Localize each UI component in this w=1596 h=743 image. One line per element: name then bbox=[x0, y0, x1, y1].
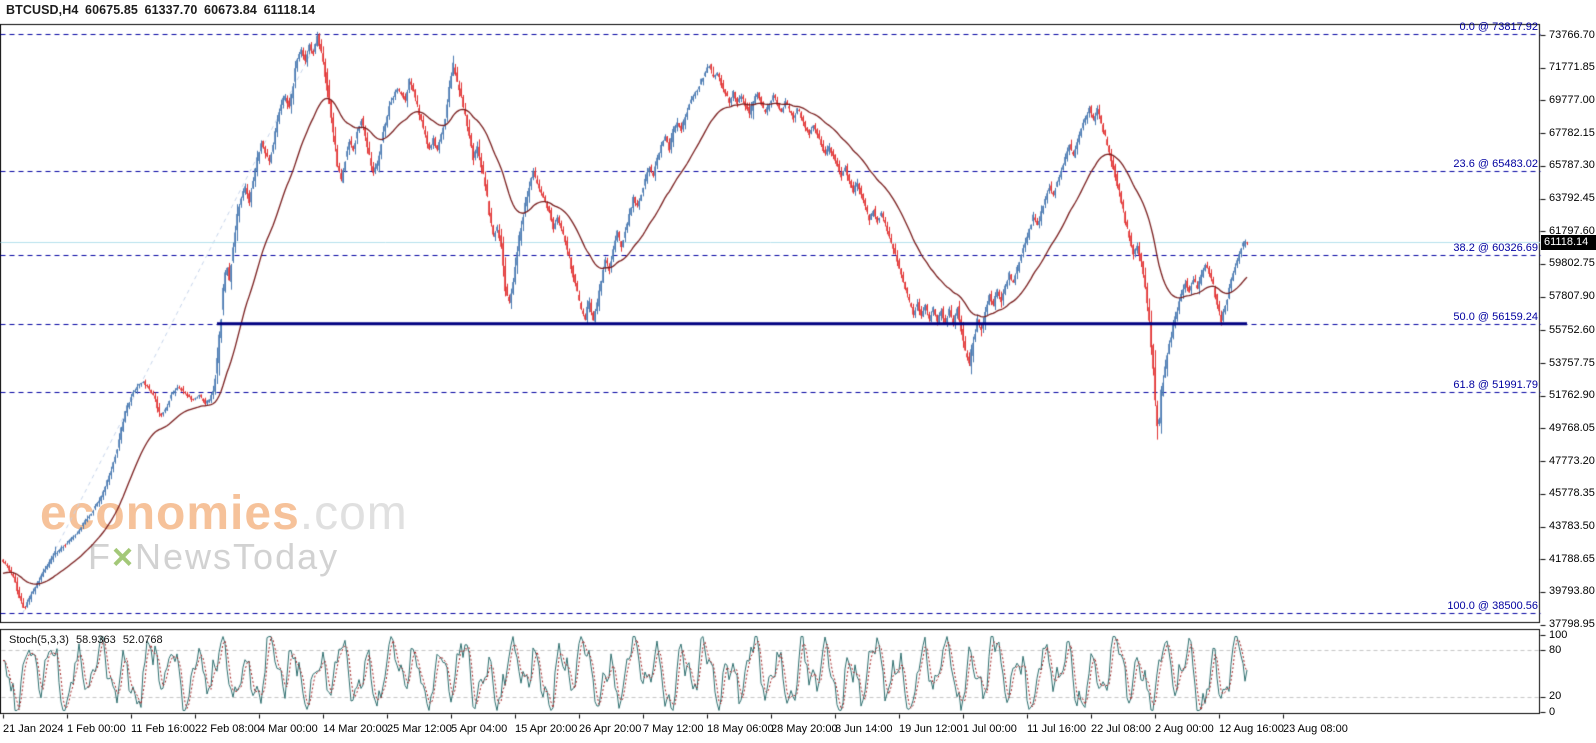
time-axis-tick: 25 Mar 12:00 bbox=[387, 723, 452, 735]
current-price-badge: 61118.14 bbox=[1541, 234, 1596, 250]
time-axis-tick: 4 Mar 00:00 bbox=[259, 723, 318, 735]
time-axis-tick: 26 Apr 20:00 bbox=[579, 723, 642, 735]
time-axis-tick: 18 May 06:00 bbox=[707, 723, 774, 735]
price-axis-tick: 45778.35 bbox=[1549, 487, 1595, 500]
price-axis-tick: 55752.60 bbox=[1549, 323, 1595, 336]
time-axis-tick: 7 May 12:00 bbox=[643, 723, 704, 735]
time-axis-tick: 22 Jul 08:00 bbox=[1091, 723, 1151, 735]
time-axis-tick: 1 Feb 00:00 bbox=[67, 723, 126, 735]
time-axis-tick: 14 Mar 20:00 bbox=[323, 723, 388, 735]
price-axis-tick: 43783.50 bbox=[1549, 520, 1595, 533]
ohlc-open: 60675.85 bbox=[85, 3, 138, 17]
fib-level-label: 38.2 @ 60326.69 bbox=[1453, 242, 1538, 255]
fib-level-label: 23.6 @ 65483.02 bbox=[1453, 157, 1538, 170]
stoch-axis-tick: 100 bbox=[1549, 628, 1568, 641]
time-axis-tick: 21 Jan 2024 bbox=[3, 723, 64, 735]
price-axis-tick: 51762.90 bbox=[1549, 389, 1595, 402]
time-axis-tick: 28 May 20:00 bbox=[771, 723, 838, 735]
price-axis-tick: 41788.65 bbox=[1549, 552, 1595, 565]
price-axis-tick: 49768.05 bbox=[1549, 421, 1595, 434]
price-axis-tick: 67782.15 bbox=[1549, 126, 1595, 139]
price-axis-tick: 69777.00 bbox=[1549, 93, 1595, 106]
price-axis-tick: 71771.85 bbox=[1549, 61, 1595, 74]
fib-level-label: 0.0 @ 73817.92 bbox=[1459, 21, 1538, 34]
price-axis-tick: 53757.75 bbox=[1549, 356, 1595, 369]
price-axis-tick: 37798.95 bbox=[1549, 618, 1595, 631]
time-axis-tick: 19 Jun 12:00 bbox=[899, 723, 963, 735]
indicator-value-signal: 52.0768 bbox=[122, 634, 163, 646]
ohlc-close: 61118.14 bbox=[263, 3, 316, 17]
fib-level-label: 61.8 @ 51991.79 bbox=[1453, 378, 1538, 391]
time-axis-tick: 11 Feb 16:00 bbox=[131, 723, 196, 735]
symbol-period: BTCUSD,H4 bbox=[6, 3, 79, 17]
time-axis-tick: 15 Apr 20:00 bbox=[515, 723, 578, 735]
chart-title: BTCUSD,H4 60675.85 61337.70 60673.84 611… bbox=[6, 3, 318, 17]
price-axis-tick: 47773.20 bbox=[1549, 454, 1595, 467]
indicator-label: Stoch(5,3,3) 58.9363 52.0768 bbox=[9, 634, 167, 646]
price-axis-tick: 65787.30 bbox=[1549, 159, 1595, 172]
price-axis-tick: 59802.75 bbox=[1549, 257, 1595, 270]
price-axis-tick: 39793.80 bbox=[1549, 585, 1595, 598]
time-axis-tick: 11 Jul 16:00 bbox=[1027, 723, 1087, 735]
ohlc-low: 60673.84 bbox=[204, 3, 257, 17]
fib-level-label: 100.0 @ 38500.56 bbox=[1447, 600, 1538, 613]
time-axis-tick: 1 Jul 00:00 bbox=[963, 723, 1017, 735]
price-axis-tick: 61797.60 bbox=[1549, 224, 1595, 237]
indicator-name: Stoch(5,3,3) bbox=[9, 634, 69, 646]
fib-level-label: 50.0 @ 56159.24 bbox=[1453, 310, 1538, 323]
time-axis-tick: 23 Aug 08:00 bbox=[1283, 723, 1348, 735]
time-axis-tick: 8 Jun 14:00 bbox=[835, 723, 893, 735]
time-axis-tick: 5 Apr 04:00 bbox=[451, 723, 508, 735]
indicator-value-main: 58.9363 bbox=[75, 634, 116, 646]
price-axis-tick: 57807.90 bbox=[1549, 290, 1595, 303]
stoch-axis-tick: 0 bbox=[1549, 705, 1556, 718]
time-axis-tick: 12 Aug 16:00 bbox=[1219, 723, 1284, 735]
price-axis-tick: 63792.45 bbox=[1549, 192, 1595, 204]
ohlc-high: 61337.70 bbox=[144, 3, 198, 17]
time-axis-tick: 22 Feb 08:00 bbox=[195, 723, 260, 735]
stoch-axis-tick: 80 bbox=[1549, 643, 1562, 656]
time-axis-tick: 2 Aug 00:00 bbox=[1155, 723, 1214, 735]
price-axis-tick: 73766.70 bbox=[1549, 28, 1595, 41]
stoch-axis-tick: 20 bbox=[1549, 690, 1562, 703]
